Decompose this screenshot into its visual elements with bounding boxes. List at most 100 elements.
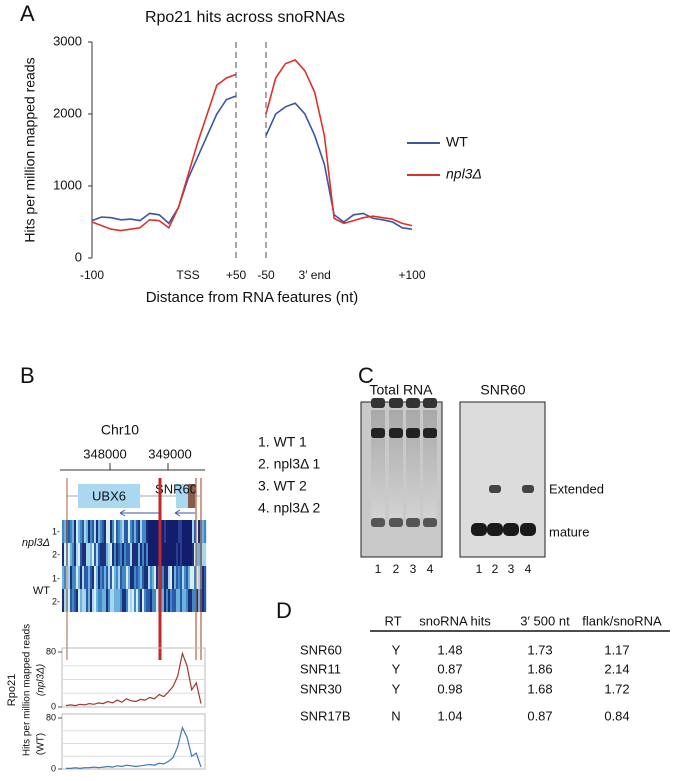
- heatmap-cell: [134, 520, 137, 543]
- coordinate: 349000: [148, 446, 191, 461]
- heatmap-cell: [110, 566, 113, 589]
- gel-band: [371, 428, 385, 438]
- heatmap-cell: [72, 520, 75, 543]
- heatmap-cell: [112, 543, 115, 566]
- heatmap-cell: [148, 566, 151, 589]
- gel-band: [406, 518, 420, 527]
- heatmap-cell: [168, 520, 171, 543]
- heatmap-cell: [70, 566, 73, 589]
- coordinate: 348000: [83, 446, 126, 461]
- heatmap-cell: [100, 520, 103, 543]
- gel-band: [503, 523, 519, 536]
- heatmap-cell: [122, 543, 125, 566]
- heatmap-cell: [96, 520, 99, 543]
- y-tick-label: 80: [46, 712, 56, 722]
- heatmap-cell: [142, 520, 145, 543]
- heatmap-cell: [166, 589, 169, 612]
- heatmap-cell: [190, 566, 193, 589]
- heatmap-cell: [204, 520, 207, 543]
- heatmap-cell: [154, 589, 157, 612]
- heatmap-cell: [68, 566, 71, 589]
- lane-number: 1: [375, 562, 382, 576]
- table-cell: Y: [392, 642, 401, 657]
- heatmap-cell: [198, 566, 201, 589]
- heatmap-cell: [162, 543, 165, 566]
- heatmap-cell: [124, 589, 127, 612]
- heatmap-cell: [84, 543, 87, 566]
- heatmap-cell: [186, 589, 189, 612]
- gel-band: [389, 398, 403, 408]
- track-frame: [61, 647, 206, 708]
- chart-title: Rpo21 hits across snoRNAs: [145, 9, 345, 26]
- table-cell: SNR17B: [300, 708, 351, 723]
- line-series: [265, 59, 413, 227]
- gel-band: [406, 428, 420, 438]
- heatmap-cell: [192, 520, 195, 543]
- heatmap-cell: [76, 566, 79, 589]
- heatmap-cell: [138, 566, 141, 589]
- heatmap-cell: [168, 566, 171, 589]
- heatmap-cell: [90, 566, 93, 589]
- heatmap-cell: [96, 543, 99, 566]
- heatmap-cell: [188, 543, 191, 566]
- heatmap-cell: [116, 520, 119, 543]
- heatmap-cell: [136, 543, 139, 566]
- heatmap-cell: [182, 543, 185, 566]
- heatmap-cell: [172, 543, 175, 566]
- heatmap-cell: [108, 543, 111, 566]
- heatmap-cell: [86, 566, 89, 589]
- heatmap-cell: [78, 566, 81, 589]
- heatmap-cell: [90, 543, 93, 566]
- heatmap-cell: [198, 520, 201, 543]
- heatmap-cell: [178, 566, 181, 589]
- heatmap-cell: [146, 543, 149, 566]
- heatmap-cell: [96, 566, 99, 589]
- heatmap-cell: [182, 566, 185, 589]
- heatmap-cell: [204, 543, 207, 566]
- table-cell: 1.72: [604, 681, 629, 696]
- heatmap-cell: [176, 589, 179, 612]
- heatmap-cell: [126, 520, 129, 543]
- table-header: 3′ 500 nt: [520, 613, 570, 628]
- heatmap-cell: [176, 520, 179, 543]
- line-series: [91, 95, 237, 225]
- heatmap-cell: [128, 543, 131, 566]
- heatmap-cell: [64, 566, 67, 589]
- heatmap-cell: [130, 589, 133, 612]
- heatmap-cell: [144, 566, 147, 589]
- track-unit: Hits per million mapped reads: [22, 624, 33, 756]
- heatmap-cell: [196, 520, 199, 543]
- heatmap-cell: [82, 589, 85, 612]
- heatmap-cell: [114, 566, 117, 589]
- heatmap-cell: [94, 543, 97, 566]
- heatmap-cell: [156, 543, 159, 566]
- heatmap-cell: [120, 589, 123, 612]
- heatmap-cell: [202, 520, 205, 543]
- heatmap-cell: [162, 520, 165, 543]
- gel-band: [522, 485, 534, 493]
- heatmap-cell: [150, 589, 153, 612]
- heatmap-cell: [188, 520, 191, 543]
- gel-smear: [423, 410, 437, 520]
- heatmap-cell: [70, 543, 73, 566]
- heatmap-cell: [142, 589, 145, 612]
- heatmap-cell: [190, 520, 193, 543]
- heatmap-cell: [82, 566, 85, 589]
- track-label: (npl3Δ): [36, 664, 47, 696]
- heatmap-cell: [164, 566, 167, 589]
- heatmap-cell: [108, 520, 111, 543]
- heatmap-cell: [166, 566, 169, 589]
- heatmap-cell: [164, 543, 167, 566]
- heatmap-cell: [104, 520, 107, 543]
- heatmap-cell: [196, 543, 199, 566]
- heatmap: [62, 520, 207, 612]
- heatmap-cell: [146, 520, 149, 543]
- heatmap-cell: [78, 589, 81, 612]
- heatmap-cell: [174, 589, 177, 612]
- y-tick-label: 1000: [53, 177, 82, 192]
- heatmap-cell: [154, 520, 157, 543]
- line-series: [91, 73, 237, 232]
- heatmap-cell: [176, 543, 179, 566]
- heatmap-cell: [92, 566, 95, 589]
- heatmap-cell: [136, 520, 139, 543]
